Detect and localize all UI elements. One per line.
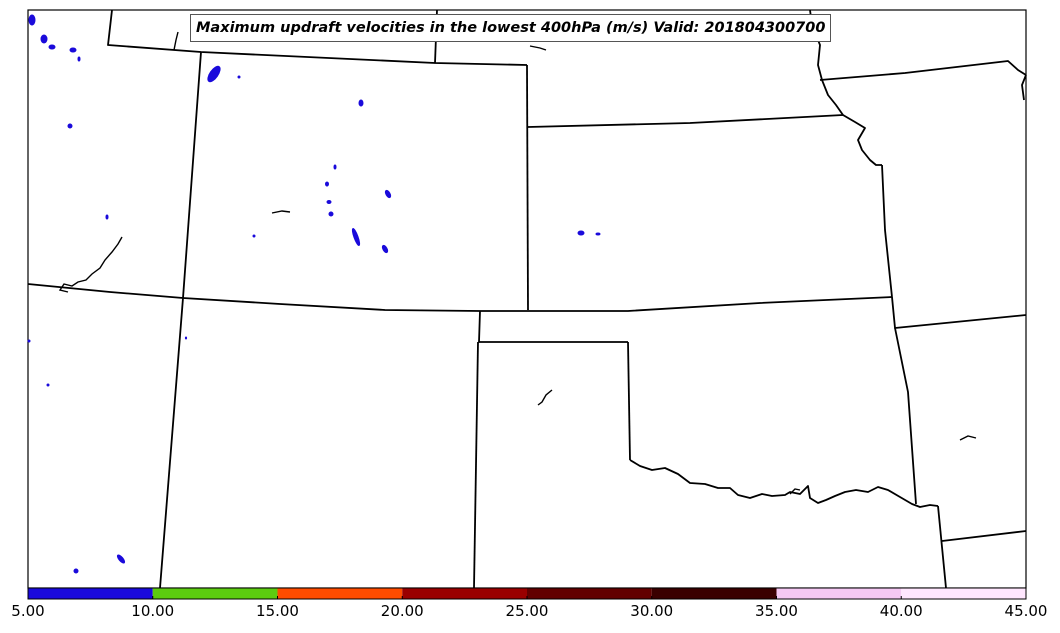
boundary-ne-ks [527, 114, 844, 128]
updraft-cell [184, 336, 188, 340]
updraft-cell [116, 554, 126, 564]
updraft-cell [381, 244, 389, 254]
colorbar-bin [402, 588, 527, 599]
boundary-id-wy [107, 9, 528, 66]
boundary-nm-tx [473, 341, 479, 589]
updraft-cell [325, 181, 329, 187]
map-title: Maximum updraft velocities in the lowest… [190, 14, 832, 42]
boundary-ok-panhandle [478, 310, 628, 343]
updraft-cell [207, 65, 221, 83]
colorbar-tick-label: 15.00 [256, 602, 299, 620]
boundary-co-ks [526, 64, 529, 311]
updraft-cell [577, 230, 585, 236]
great-salt-lake [58, 236, 123, 293]
updraft-cell [77, 56, 81, 62]
updraft-cell [333, 164, 337, 170]
updraft-cell [46, 383, 50, 387]
boundary-co-nm [27, 283, 481, 312]
updraft-cell [48, 44, 56, 50]
colorbar-tick-label: 25.00 [505, 602, 549, 620]
updraft-cell [384, 189, 392, 199]
colorbar [27, 587, 1027, 600]
updraft-cell [28, 14, 36, 26]
boundary-missouri-river [809, 9, 882, 166]
boundary-ks-ok [480, 296, 893, 312]
updraft-cell [73, 568, 79, 574]
colorbar-bin [527, 588, 652, 599]
colorbar-bin [152, 588, 278, 599]
lake-nm [537, 389, 553, 406]
colorbar-tick-label: 35.00 [755, 602, 798, 620]
updraft-cell [358, 99, 364, 107]
colorbar-bin [901, 588, 1026, 599]
boundary-ok-ar [894, 327, 917, 505]
boundary-ar-la [941, 530, 1027, 542]
colorbar-bin [651, 588, 777, 599]
boundary-ks-mo [881, 164, 893, 298]
updraft-cell [40, 34, 48, 44]
boundary-mississippi [1021, 74, 1027, 101]
updraft-cell [351, 228, 361, 246]
lake-ar [959, 435, 977, 441]
lake-oklahoma [789, 488, 801, 495]
boundary-tx-ok-west [627, 341, 631, 461]
updraft-cell [237, 75, 241, 79]
colorbar-tick-label: 20.00 [380, 602, 424, 620]
updraft-cell [595, 232, 601, 236]
updraft-cell [67, 123, 73, 129]
state-boundaries [27, 9, 1027, 589]
lake-colorado [271, 210, 291, 214]
lake-oahe [529, 45, 547, 51]
updraft-cell [326, 200, 332, 204]
colorbar-bin [776, 588, 902, 599]
updraft-cell [328, 211, 334, 217]
colorbar-tick-label: 45.00 [1004, 602, 1048, 620]
colorbar-tick-label: 5.00 [11, 602, 45, 620]
updraft-cell [27, 339, 31, 343]
updraft-contours [27, 14, 601, 574]
colorbar-bin [28, 588, 153, 599]
boundary-red-river [629, 459, 939, 508]
updraft-cell [69, 47, 77, 53]
updraft-cell [252, 234, 256, 238]
lake-fort-peck [173, 31, 179, 51]
boundary-tx-ar [937, 505, 947, 589]
colorbar-tick-label: 30.00 [630, 602, 674, 620]
boundary-ia-mo [819, 60, 1027, 81]
colorbar-bin [277, 588, 403, 599]
updraft-cell [105, 214, 109, 220]
colorbar-tick-label: 10.00 [131, 602, 175, 620]
lakes [58, 31, 977, 495]
colorbar-tick-label: 40.00 [879, 602, 923, 620]
